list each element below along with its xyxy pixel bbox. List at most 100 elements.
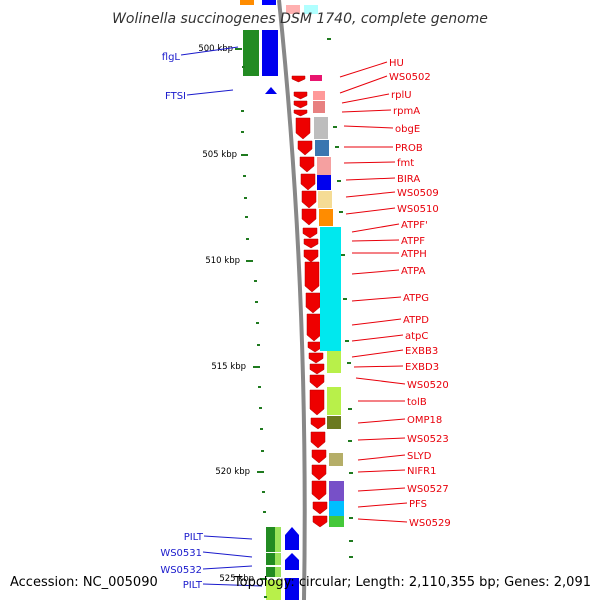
gene-block: [262, 30, 278, 76]
minor-tick: [262, 491, 265, 493]
leader-line: [341, 109, 392, 113]
gene-arrow: [299, 156, 315, 173]
minor-tick: [254, 280, 257, 282]
gene-block: [286, 5, 300, 14]
gene-label: ATPH: [401, 249, 427, 260]
category-block: [317, 157, 331, 175]
kbp-tick-mark: [235, 48, 242, 50]
minor-tick: [246, 238, 249, 240]
gene-arrow: [293, 100, 308, 109]
gene-label: PILT: [184, 532, 204, 543]
left-gene-labels: flgL FTSI PILT WS0531 WS0532 PILT: [160, 46, 263, 591]
leader-line: [345, 191, 396, 198]
gene-label: FTSI: [165, 91, 186, 102]
leader-line: [343, 125, 394, 129]
category-block: [313, 101, 325, 113]
minor-tick: [255, 301, 258, 303]
gene-arrow: [300, 173, 316, 191]
gene-label: OMP18: [407, 415, 442, 426]
leader-line: [357, 437, 406, 441]
kbp-ticks: 500 kbp 505 kbp 510 kbp 515 kbp 520 kbp 525 k…: [198, 38, 353, 598]
gene-label: EXBD3: [405, 362, 439, 373]
leader-line: [357, 502, 408, 508]
leader-line: [341, 93, 390, 104]
leader-line: [351, 334, 404, 342]
category-block: [329, 516, 344, 527]
kbp-tick-mark: [241, 154, 248, 156]
gene-arrow: [308, 352, 324, 364]
kbp-tick-mark: [246, 260, 253, 262]
minor-tick: [261, 450, 264, 452]
accession-text: Accession: NC_005090: [10, 575, 158, 590]
category-block: [313, 91, 325, 100]
gene-block: [266, 567, 275, 577]
gene-label: rplU: [391, 90, 412, 101]
gene-label: WS0527: [407, 484, 449, 495]
gene-block: [304, 5, 318, 14]
minor-tick: [259, 407, 262, 409]
leader-line: [351, 269, 400, 275]
gene-block: [275, 567, 281, 577]
minor-tick: [245, 216, 248, 218]
minor-tick: [260, 428, 263, 430]
gene-label: WS0531: [160, 548, 202, 559]
minor-tick: [345, 340, 349, 342]
leader-line: [339, 75, 388, 94]
leader-line: [343, 161, 396, 164]
gene-label: WS0532: [160, 565, 202, 576]
gene-arrow: [310, 417, 326, 430]
kbp-tick-mark: [260, 578, 267, 580]
category-block: [327, 351, 341, 373]
category-block: [327, 416, 341, 429]
gene-arrow: [301, 208, 317, 226]
leader-line: [186, 89, 234, 96]
gene-arrow: [285, 527, 299, 550]
topology-text: Topology: circular; Length: 2,110,355 bp…: [233, 575, 591, 590]
leader-line: [351, 318, 402, 326]
category-block: [320, 227, 341, 351]
leader-line: [357, 487, 406, 492]
gene-arrow: [312, 501, 328, 515]
gene-label: HU: [389, 58, 404, 69]
minor-tick: [333, 126, 337, 128]
gene-arrow: [309, 363, 325, 375]
gene-arrow: [309, 374, 325, 389]
gene-block: [275, 553, 281, 565]
gene-label: EXBB3: [405, 346, 438, 357]
gene-arrow: [303, 238, 319, 249]
kbp-tick-label: 525 kbp: [219, 574, 254, 584]
category-block: [319, 209, 333, 226]
gene-label: ATPA: [401, 266, 426, 277]
gene-block: [266, 580, 281, 600]
leader-line: [357, 469, 406, 473]
leader-line: [357, 454, 406, 461]
gene-label: ATPF': [401, 220, 428, 231]
gene-label: WS0510: [397, 204, 439, 215]
gene-label: flgL: [162, 52, 181, 63]
minor-tick: [349, 517, 353, 519]
gene-arrow: [307, 341, 323, 353]
minor-tick: [243, 175, 246, 177]
gene-label: atpC: [405, 331, 428, 342]
gene-arrow: [291, 75, 306, 83]
genome-backbone-halo: [267, 0, 303, 600]
gene-label: PROB: [395, 143, 423, 154]
gene-arrow: [311, 449, 327, 464]
gene-label: PILT: [183, 580, 203, 591]
minor-tick: [257, 344, 260, 346]
gene-label: BIRA: [397, 174, 420, 185]
gene-label: ATPF: [401, 236, 425, 247]
gene-arrow: [312, 515, 328, 528]
minor-tick: [349, 472, 353, 474]
leader-line: [351, 239, 400, 242]
kbp-tick-mark: [257, 471, 264, 473]
gene-block: [275, 527, 281, 552]
gene-arrow: [310, 431, 326, 449]
minor-tick: [347, 362, 351, 364]
leader-line: [202, 551, 253, 558]
gene-block: [240, 0, 254, 5]
gene-block: [266, 553, 275, 565]
map-title: Wolinella succinogenes DSM 1740, complet…: [112, 11, 488, 27]
gene-label: WS0523: [407, 434, 449, 445]
